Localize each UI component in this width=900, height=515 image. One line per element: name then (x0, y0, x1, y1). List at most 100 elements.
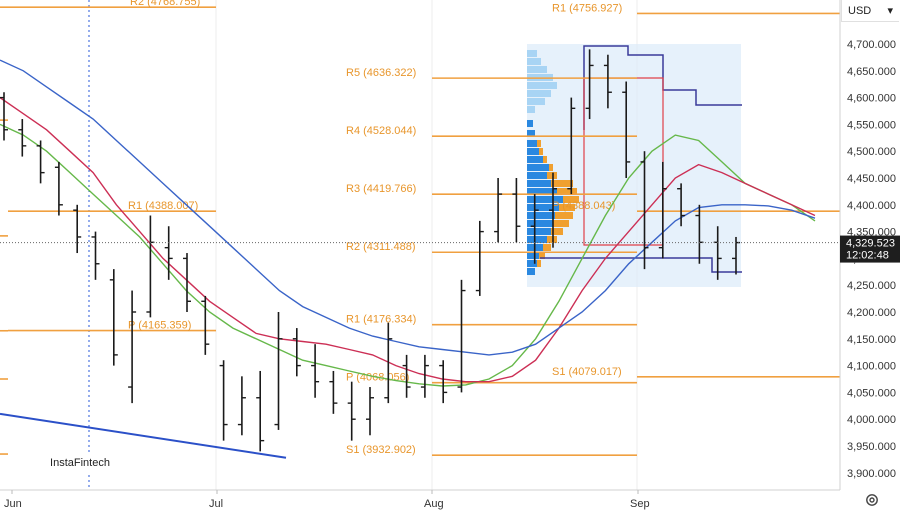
ohlc-bar (164, 226, 173, 280)
price-tick-label: 4,050.000 (847, 387, 896, 399)
moving-average-mid (0, 97, 816, 383)
price-tick-label: 4,150.000 (847, 334, 896, 346)
price-tick-label: 4,550.000 (847, 119, 896, 131)
ohlc-bar (402, 354, 411, 398)
ohlc-bar (585, 49, 594, 120)
profile-bar (527, 212, 555, 219)
ohlc-bar (622, 81, 631, 178)
profile-bar-value-area (559, 204, 575, 211)
profile-bar (527, 164, 549, 171)
ohlc-bar (549, 172, 557, 248)
time-tick-label: Aug (424, 498, 444, 510)
profile-bar-value-area (547, 172, 557, 179)
profile-bar (527, 140, 537, 147)
price-tick-label: 3,950.000 (847, 441, 896, 453)
price-tag-background (840, 235, 900, 263)
ohlc-bar (658, 161, 667, 259)
time-tick-label: Jun (4, 498, 22, 510)
profile-bar (527, 156, 543, 163)
currency-selector[interactable]: USD ▾ (841, 0, 899, 22)
profile-bar-value-area (543, 156, 547, 163)
ohlc-bar (512, 178, 521, 243)
price-tick-label: 4,100.000 (847, 361, 896, 373)
gear-icon[interactable] (863, 493, 881, 509)
pivot-label: R3 (4419.766) (346, 183, 416, 195)
ohlc-bar (54, 161, 63, 216)
profile-bar (527, 260, 537, 267)
profile-bar (527, 204, 559, 211)
price-tick-label: 4,250.000 (847, 280, 896, 292)
ohlc-bar (347, 381, 356, 441)
ohlc-bar (311, 344, 320, 398)
price-tick-label: 4,650.000 (847, 66, 896, 78)
price-tick-label: 4,700.000 (847, 39, 896, 51)
profile-bar-value-area (551, 228, 563, 235)
profile-bar (527, 58, 541, 65)
brand-watermark: InstaFintech (44, 452, 116, 474)
chevron-down-icon: ▾ (887, 5, 893, 17)
profile-bar-value-area (557, 188, 577, 195)
ohlc-bar (256, 370, 265, 452)
pivot-label: R1 (4756.927) (552, 2, 622, 14)
gear-icon-glyph (866, 494, 878, 506)
pivot-levels: R2 (4768.755) R1 (4388.007) P (4165.359) R5… (0, 0, 840, 456)
profile-bar (527, 50, 537, 57)
support-trendline (0, 412, 287, 459)
price-tick-label: 4,500.000 (847, 146, 896, 158)
profile-bar (527, 82, 557, 89)
ohlc-bar (219, 360, 228, 441)
bar-countdown-label: 12:02:48 (846, 250, 889, 262)
profile-bar (527, 172, 547, 179)
profile-bar (527, 120, 533, 127)
ohlc-bar (18, 119, 27, 157)
ohlc-bar (567, 97, 576, 195)
pivot-label: R5 (4636.322) (346, 67, 416, 79)
profile-bar (527, 90, 551, 97)
pivot-label: S1 (3932.902) (346, 444, 416, 456)
ohlc-bar (457, 279, 466, 393)
pivot-label: P (4388.043) (552, 200, 615, 212)
ohlc-bar (366, 387, 374, 436)
ohlc-bar (329, 370, 338, 414)
ohlc-bar (73, 204, 82, 254)
profile-bar-value-area (543, 244, 551, 251)
profile-bar (527, 228, 551, 235)
ohlc-bar (36, 140, 45, 184)
ohlc-bar (0, 92, 8, 141)
pivot-label: R2 (4768.755) (130, 0, 200, 8)
ohlc-bar (274, 312, 283, 430)
pivot-label: P (4165.359) (128, 320, 191, 332)
ohlc-bar (530, 194, 539, 264)
pivot-label: R1 (4176.334) (346, 314, 416, 326)
time-tick-label: Jul (209, 498, 223, 510)
ohlc-bar (384, 322, 393, 404)
range-high-line (583, 45, 742, 130)
ohlc-bar (494, 178, 503, 243)
current-price-tag: 4,329.523 12:02:48 (840, 235, 900, 263)
profile-bar-value-area (539, 252, 545, 259)
ohlc-bar (439, 360, 448, 404)
profile-bar (527, 196, 563, 203)
profile-bar-value-area (537, 140, 541, 147)
profile-bar-value-area (549, 164, 553, 171)
price-tick-label: 4,600.000 (847, 93, 896, 105)
profile-bar-value-area (563, 196, 579, 203)
profile-bar (527, 220, 553, 227)
price-bars (0, 49, 740, 452)
ohlc-bar (603, 54, 612, 109)
ohlc-bar (128, 290, 137, 404)
pivot-label: R1 (4388.007) (128, 200, 198, 212)
profile-bar (527, 130, 535, 137)
profile-bar-value-area (547, 236, 557, 243)
moving-averages (0, 59, 816, 387)
profile-bar (527, 106, 535, 113)
profile-bar (527, 236, 547, 243)
price-tick-label: 4,400.000 (847, 200, 896, 212)
time-axis[interactable]: Jun Jul Aug Sep (4, 490, 650, 510)
current-price-label: 4,329.523 (846, 238, 895, 250)
price-tick-label: 4,000.000 (847, 414, 896, 426)
moving-average-fast (0, 123, 816, 387)
ohlc-bar (640, 151, 649, 270)
